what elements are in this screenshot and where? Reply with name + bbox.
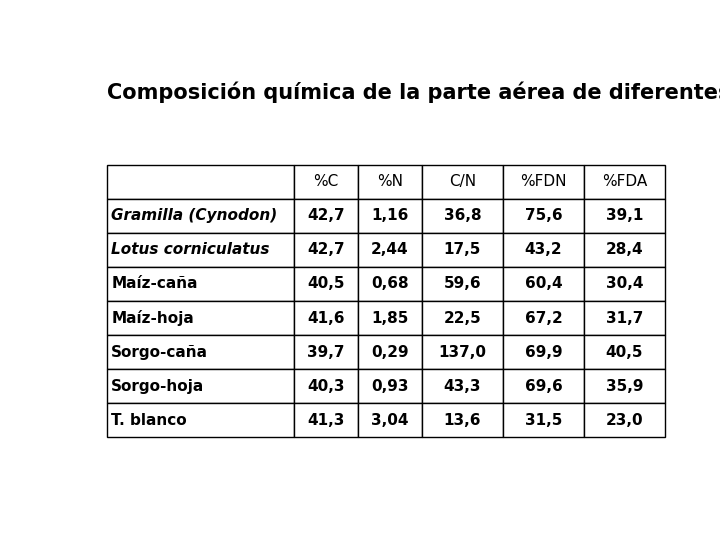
- Text: 0,29: 0,29: [371, 345, 409, 360]
- Text: %N: %N: [377, 174, 403, 189]
- Text: 69,6: 69,6: [524, 379, 562, 394]
- Bar: [584, 301, 665, 335]
- Text: %C: %C: [313, 174, 338, 189]
- Text: Maíz-caña: Maíz-caña: [111, 276, 198, 292]
- Bar: [422, 403, 503, 437]
- Text: 59,6: 59,6: [444, 276, 481, 292]
- Bar: [584, 369, 665, 403]
- Text: 31,5: 31,5: [525, 413, 562, 428]
- Bar: [107, 267, 294, 301]
- Text: Gramilla (Cynodon): Gramilla (Cynodon): [111, 208, 277, 223]
- Bar: [584, 267, 665, 301]
- Text: 28,4: 28,4: [606, 242, 643, 258]
- Bar: [107, 199, 294, 233]
- Bar: [358, 301, 422, 335]
- Text: 35,9: 35,9: [606, 379, 643, 394]
- Bar: [503, 267, 584, 301]
- Text: Sorgo-hoja: Sorgo-hoja: [111, 379, 204, 394]
- Text: 13,6: 13,6: [444, 413, 481, 428]
- Text: 40,5: 40,5: [606, 345, 643, 360]
- Bar: [422, 335, 503, 369]
- Bar: [107, 301, 294, 335]
- Bar: [422, 165, 503, 199]
- Bar: [358, 233, 422, 267]
- Bar: [422, 301, 503, 335]
- Text: T. blanco: T. blanco: [111, 413, 186, 428]
- Text: 39,1: 39,1: [606, 208, 643, 223]
- Bar: [584, 403, 665, 437]
- Bar: [294, 165, 358, 199]
- Text: Maíz-hoja: Maíz-hoja: [111, 310, 194, 326]
- Text: 42,7: 42,7: [307, 242, 345, 258]
- Bar: [503, 233, 584, 267]
- Text: 17,5: 17,5: [444, 242, 481, 258]
- Text: 31,7: 31,7: [606, 310, 643, 326]
- Bar: [294, 199, 358, 233]
- Bar: [503, 369, 584, 403]
- Bar: [358, 199, 422, 233]
- Text: 0,93: 0,93: [372, 379, 409, 394]
- Bar: [503, 199, 584, 233]
- Text: %FDA: %FDA: [602, 174, 647, 189]
- Text: 40,3: 40,3: [307, 379, 344, 394]
- Bar: [107, 403, 294, 437]
- Text: 75,6: 75,6: [525, 208, 562, 223]
- Bar: [584, 165, 665, 199]
- Text: 40,5: 40,5: [307, 276, 344, 292]
- Bar: [422, 199, 503, 233]
- Text: 67,2: 67,2: [524, 310, 562, 326]
- Bar: [294, 233, 358, 267]
- Text: Sorgo-caña: Sorgo-caña: [111, 345, 208, 360]
- Text: 1,85: 1,85: [372, 310, 409, 326]
- Text: 22,5: 22,5: [444, 310, 482, 326]
- Text: Composición química de la parte aérea de diferentes rastrojos: Composición química de la parte aérea de…: [107, 82, 720, 103]
- Bar: [358, 335, 422, 369]
- Text: %FDN: %FDN: [520, 174, 567, 189]
- Text: 30,4: 30,4: [606, 276, 643, 292]
- Bar: [422, 233, 503, 267]
- Bar: [503, 403, 584, 437]
- Bar: [358, 165, 422, 199]
- Text: 39,7: 39,7: [307, 345, 344, 360]
- Text: Lotus corniculatus: Lotus corniculatus: [111, 242, 270, 258]
- Bar: [584, 233, 665, 267]
- Text: 1,16: 1,16: [372, 208, 409, 223]
- Text: 41,3: 41,3: [307, 413, 344, 428]
- Bar: [584, 199, 665, 233]
- Bar: [107, 233, 294, 267]
- Bar: [503, 301, 584, 335]
- Bar: [107, 369, 294, 403]
- Text: 60,4: 60,4: [525, 276, 562, 292]
- Text: 42,7: 42,7: [307, 208, 345, 223]
- Text: 36,8: 36,8: [444, 208, 481, 223]
- Bar: [107, 165, 294, 199]
- Bar: [294, 267, 358, 301]
- Bar: [294, 301, 358, 335]
- Text: 3,04: 3,04: [372, 413, 409, 428]
- Text: 43,3: 43,3: [444, 379, 481, 394]
- Bar: [294, 369, 358, 403]
- Text: 2,44: 2,44: [371, 242, 409, 258]
- Bar: [503, 165, 584, 199]
- Text: 41,6: 41,6: [307, 310, 344, 326]
- Bar: [294, 335, 358, 369]
- Bar: [358, 369, 422, 403]
- Text: 0,68: 0,68: [371, 276, 409, 292]
- Bar: [358, 267, 422, 301]
- Bar: [503, 335, 584, 369]
- Text: 23,0: 23,0: [606, 413, 643, 428]
- Text: 43,2: 43,2: [525, 242, 562, 258]
- Text: C/N: C/N: [449, 174, 476, 189]
- Bar: [584, 335, 665, 369]
- Bar: [294, 403, 358, 437]
- Bar: [358, 403, 422, 437]
- Bar: [107, 335, 294, 369]
- Bar: [422, 369, 503, 403]
- Text: 137,0: 137,0: [438, 345, 487, 360]
- Text: 69,9: 69,9: [525, 345, 562, 360]
- Bar: [422, 267, 503, 301]
